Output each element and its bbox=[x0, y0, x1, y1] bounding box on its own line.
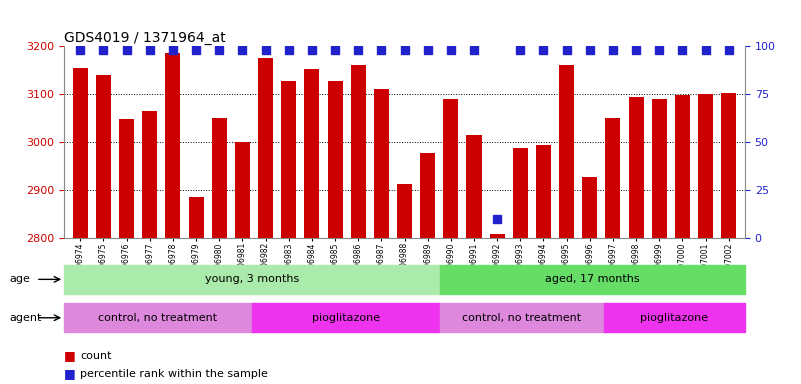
Bar bbox=[440, 265, 745, 294]
Bar bbox=[440, 303, 604, 332]
Bar bbox=[675, 95, 690, 238]
Text: pioglitazone: pioglitazone bbox=[641, 313, 709, 323]
Bar bbox=[258, 58, 273, 238]
Text: percentile rank within the sample: percentile rank within the sample bbox=[80, 369, 268, 379]
Bar bbox=[489, 234, 505, 238]
Bar bbox=[513, 148, 528, 238]
Bar bbox=[351, 65, 366, 238]
Bar bbox=[73, 68, 88, 238]
Text: ■: ■ bbox=[64, 349, 80, 362]
Bar bbox=[421, 152, 435, 238]
Text: young, 3 months: young, 3 months bbox=[205, 274, 299, 285]
Text: aged, 17 months: aged, 17 months bbox=[545, 274, 640, 285]
Text: GDS4019 / 1371964_at: GDS4019 / 1371964_at bbox=[64, 31, 226, 45]
Text: agent: agent bbox=[10, 313, 42, 323]
Bar bbox=[119, 119, 134, 238]
Bar bbox=[165, 53, 180, 238]
Bar bbox=[536, 146, 551, 238]
Bar bbox=[604, 303, 745, 332]
Bar bbox=[143, 111, 157, 238]
Bar bbox=[304, 69, 320, 238]
Text: ■: ■ bbox=[64, 367, 80, 380]
Bar bbox=[188, 197, 203, 238]
Bar bbox=[397, 184, 412, 238]
Bar bbox=[721, 93, 736, 238]
Bar bbox=[374, 89, 388, 238]
Bar bbox=[235, 142, 250, 238]
Bar bbox=[443, 99, 458, 238]
Bar bbox=[281, 81, 296, 238]
Bar bbox=[698, 94, 713, 238]
Text: pioglitazone: pioglitazone bbox=[312, 313, 380, 323]
Bar bbox=[606, 118, 621, 238]
Bar bbox=[211, 118, 227, 238]
Text: control, no treatment: control, no treatment bbox=[99, 313, 218, 323]
Bar bbox=[582, 177, 598, 238]
Text: count: count bbox=[80, 351, 111, 361]
Bar bbox=[559, 65, 574, 238]
Text: control, no treatment: control, no treatment bbox=[462, 313, 582, 323]
Bar bbox=[64, 265, 440, 294]
Bar bbox=[466, 135, 481, 238]
Bar bbox=[64, 303, 252, 332]
Bar bbox=[652, 99, 666, 238]
Bar bbox=[252, 303, 440, 332]
Bar bbox=[328, 81, 343, 238]
Bar bbox=[629, 98, 644, 238]
Bar bbox=[96, 75, 111, 238]
Text: age: age bbox=[10, 274, 30, 285]
